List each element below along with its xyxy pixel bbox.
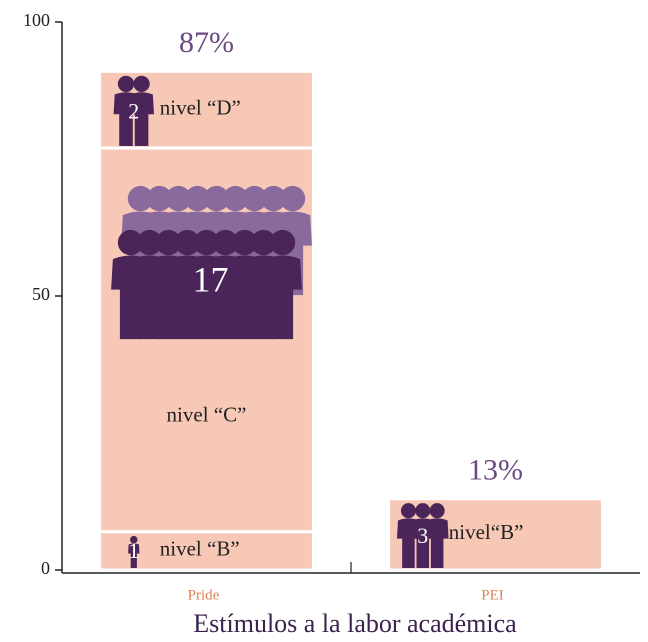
person-icon-head xyxy=(133,76,149,92)
x-axis-title: Estímulos a la labor académica xyxy=(193,609,517,638)
person-icon-head xyxy=(280,186,305,211)
y-tick-label: 50 xyxy=(32,284,50,304)
chart: Estímulos a la labor académica 0 50 100 Pri… xyxy=(0,0,648,642)
person-icon-head xyxy=(118,76,134,92)
x-tick-label: Pride xyxy=(188,587,220,603)
segment-count: 2 xyxy=(128,99,139,124)
segment-count: 3 xyxy=(417,523,428,548)
person-icon-head xyxy=(415,503,430,518)
segment-label: nivel “B” xyxy=(160,537,240,561)
person-icon-head xyxy=(430,503,445,518)
segment-count: 17 xyxy=(193,259,229,299)
total-label: 13% xyxy=(468,454,523,487)
y-tick-label: 0 xyxy=(41,558,50,578)
total-label: 87% xyxy=(179,26,234,59)
segment-count: 1 xyxy=(128,538,139,563)
person-icon-head xyxy=(401,503,416,518)
x-tick-label: PEI xyxy=(481,587,504,603)
person-icon-head xyxy=(270,230,295,255)
segment-label: nivel “C” xyxy=(167,402,247,426)
segment-label: nivel “D” xyxy=(160,95,241,119)
y-tick-label: 100 xyxy=(23,10,50,30)
segment-label: nivel“B” xyxy=(449,520,524,544)
